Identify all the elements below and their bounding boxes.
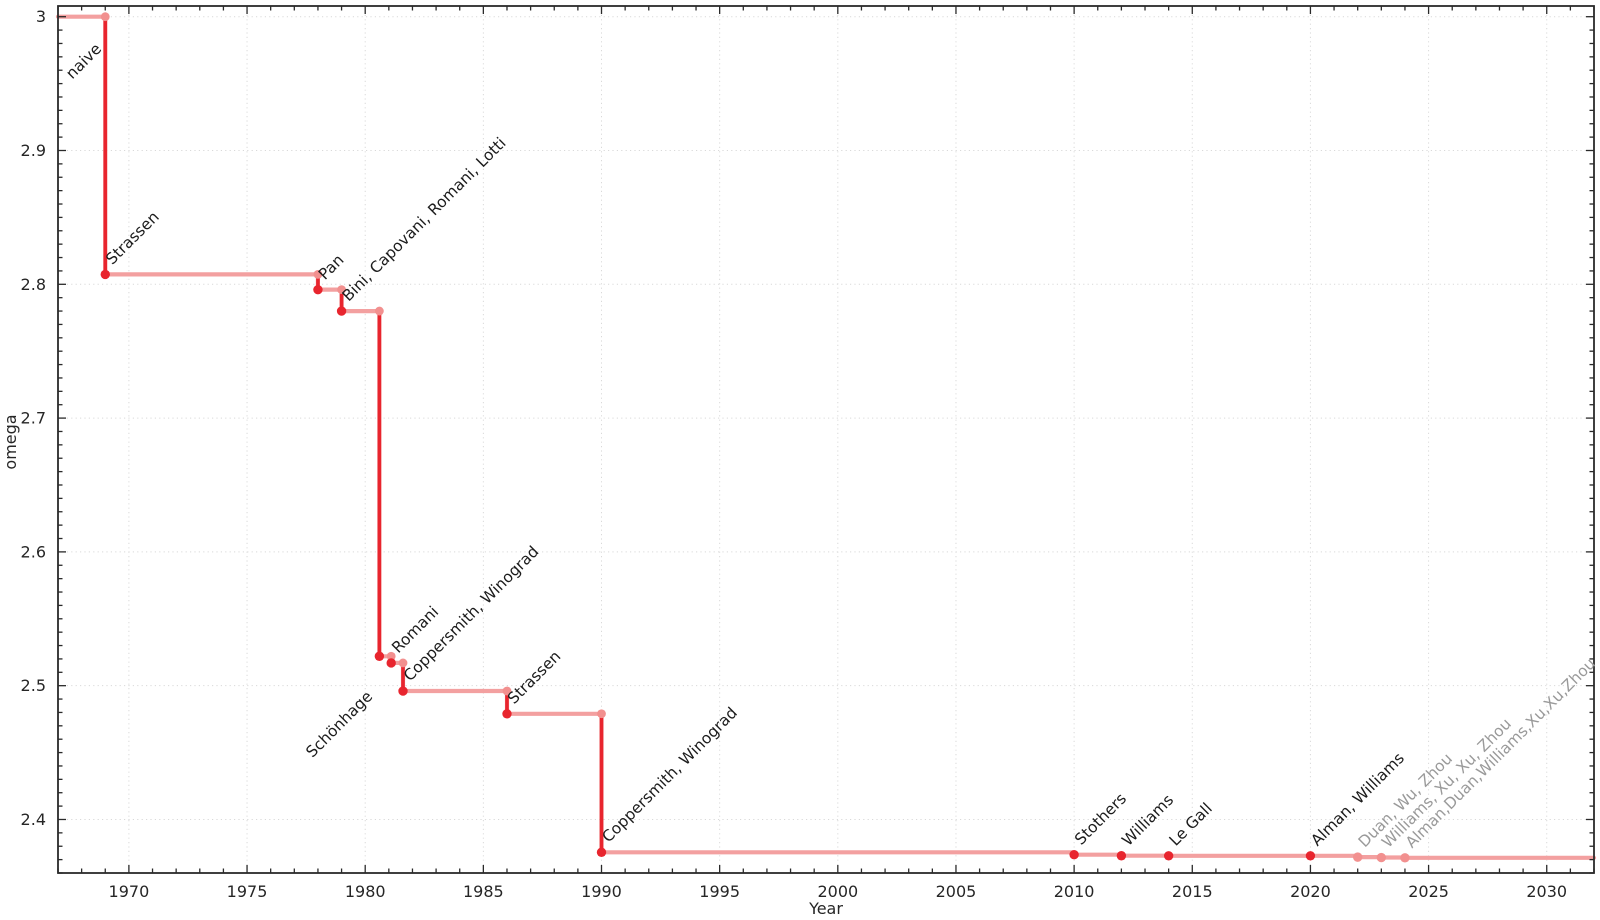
y-tick-label: 2.9 bbox=[21, 141, 46, 160]
gridlines bbox=[58, 6, 1594, 873]
previous-value-marker bbox=[502, 686, 512, 696]
data-point-marker bbox=[1163, 851, 1174, 861]
point-label: Strassen bbox=[504, 647, 564, 707]
axis-ticks bbox=[57, 6, 1595, 874]
y-tick-label: 2.5 bbox=[21, 676, 46, 695]
x-tick-label: 2005 bbox=[936, 882, 977, 901]
x-tick-label: 2010 bbox=[1054, 882, 1095, 901]
previous-value-marker bbox=[386, 651, 396, 661]
y-tick-label: 3 bbox=[36, 7, 46, 26]
x-axis-title: Year bbox=[808, 899, 843, 918]
data-markers bbox=[100, 12, 1410, 863]
data-point-marker bbox=[1305, 851, 1316, 861]
data-point-marker bbox=[1400, 853, 1410, 863]
y-tick-label: 2.4 bbox=[21, 810, 46, 829]
tick-labels: 1970 1975 1980 1985 1990 1995 2000 2005 2010 2015… bbox=[21, 7, 1568, 901]
data-point-marker bbox=[374, 651, 385, 661]
point-label: naive bbox=[62, 40, 105, 83]
data-point-marker bbox=[1069, 849, 1079, 860]
x-tick-label: 1970 bbox=[109, 882, 150, 901]
x-tick-label: 2030 bbox=[1526, 882, 1567, 901]
point-label: Strassen bbox=[102, 208, 162, 268]
previous-value-marker bbox=[337, 285, 346, 295]
data-point-marker bbox=[100, 269, 110, 280]
x-tick-label: 1995 bbox=[699, 882, 740, 901]
point-label: Williams, Xu, Xu, Zhou bbox=[1378, 715, 1515, 852]
previous-value-marker bbox=[374, 306, 384, 316]
x-tick-label: 1980 bbox=[345, 882, 386, 901]
x-tick-label: 1975 bbox=[227, 882, 268, 901]
axis-titles: Year omega bbox=[1, 414, 843, 918]
x-tick-label: 2025 bbox=[1408, 882, 1449, 901]
series-line bbox=[55, 14, 1597, 860]
x-tick-label: 1990 bbox=[581, 882, 622, 901]
data-point-marker bbox=[398, 686, 408, 696]
point-label: Bini, Capovani, Romani, Lotti bbox=[339, 134, 510, 305]
x-tick-label: 1985 bbox=[463, 882, 504, 901]
previous-value-marker bbox=[100, 12, 110, 22]
previous-value-marker bbox=[398, 658, 408, 668]
previous-value-marker bbox=[597, 709, 606, 719]
step-line bbox=[55, 14, 1597, 860]
axes-spines bbox=[57, 5, 1595, 874]
data-point-marker bbox=[313, 284, 323, 295]
plot-border bbox=[57, 5, 1595, 874]
x-tick-label: 2020 bbox=[1290, 882, 1331, 901]
y-tick-label: 2.7 bbox=[21, 409, 46, 428]
y-tick-label: 2.6 bbox=[21, 542, 46, 561]
data-point-marker bbox=[596, 847, 607, 857]
data-point-marker bbox=[386, 658, 396, 668]
y-tick-label: 2.8 bbox=[21, 275, 46, 294]
previous-value-marker bbox=[313, 269, 323, 279]
point-label: Alman,Duan,Williams,Xu,Xu,Zhou bbox=[1402, 655, 1599, 852]
x-tick-label: 2000 bbox=[817, 882, 858, 901]
data-point-marker bbox=[1116, 851, 1127, 861]
y-axis-title: omega bbox=[1, 414, 20, 469]
data-point-marker bbox=[336, 306, 347, 316]
data-point-marker bbox=[1352, 852, 1363, 862]
x-tick-label: 2015 bbox=[1172, 882, 1213, 901]
data-point-marker bbox=[502, 709, 512, 719]
data-point-marker bbox=[1376, 852, 1387, 863]
